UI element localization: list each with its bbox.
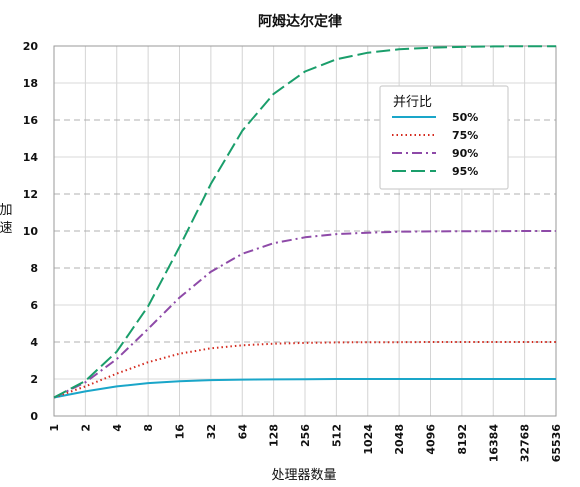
y-tick-label: 8 [30,262,38,275]
y-axis-label: 加速 [0,203,13,236]
x-tick-label: 32 [205,424,218,439]
legend: 并行比 50% 75% 90% 95% [379,85,509,190]
legend-entry-label: 90% [452,147,478,160]
y-tick-label: 6 [30,299,38,312]
legend-entry-label: 50% [452,111,478,124]
x-tick-label: 4096 [425,424,438,455]
y-axis-label-char: 速 [0,221,13,236]
y-tick-label: 4 [30,336,38,349]
x-axis-label: 处理器数量 [271,468,336,483]
x-tick-label: 1024 [362,424,375,455]
legend-entry-label: 75% [452,129,478,142]
x-tick-label: 128 [268,424,281,447]
chart-title: 阿姆达尔定律 [258,13,342,30]
x-tick-label: 4 [111,424,124,432]
x-tick-labels: 1 2 4 8 16 32 64 128 256 512 1024 2048 4096 8192 16384… [48,424,563,463]
series-lines [53,45,556,399]
y-tick-label: 10 [23,225,39,238]
x-tick-label: 65536 [550,424,563,463]
x-tick-label: 8192 [456,424,469,455]
x-tick-label: 256 [299,424,312,447]
x-tick-label: 64 [236,424,249,440]
legend-box [379,85,509,190]
y-tick-labels: 0 2 4 6 8 10 12 14 16 18 20 [23,40,39,423]
x-tick-label: 16 [174,424,187,440]
series-line-90pct [53,230,556,399]
x-tick-label: 8 [142,424,155,432]
y-tick-label: 2 [30,373,38,386]
x-tick-label: 16384 [487,424,500,463]
series-line-95pct [53,45,556,399]
y-tick-label: 14 [23,151,39,164]
y-tick-label: 20 [23,40,39,53]
y-tick-label: 16 [23,114,39,127]
y-tick-label: 18 [23,77,38,90]
x-tick-label: 2048 [393,424,406,455]
y-tick-label: 0 [30,410,38,423]
x-tick-label: 512 [330,424,343,447]
x-tick-label: 32768 [519,424,532,462]
y-axis-label-char: 加 [0,203,13,218]
legend-entry-label: 95% [452,165,478,178]
x-tick-label: 1 [48,424,61,432]
legend-title: 并行比 [393,95,432,110]
y-tick-label: 12 [23,188,38,201]
series-line-50pct [53,378,556,399]
x-tick-label: 2 [79,424,92,432]
